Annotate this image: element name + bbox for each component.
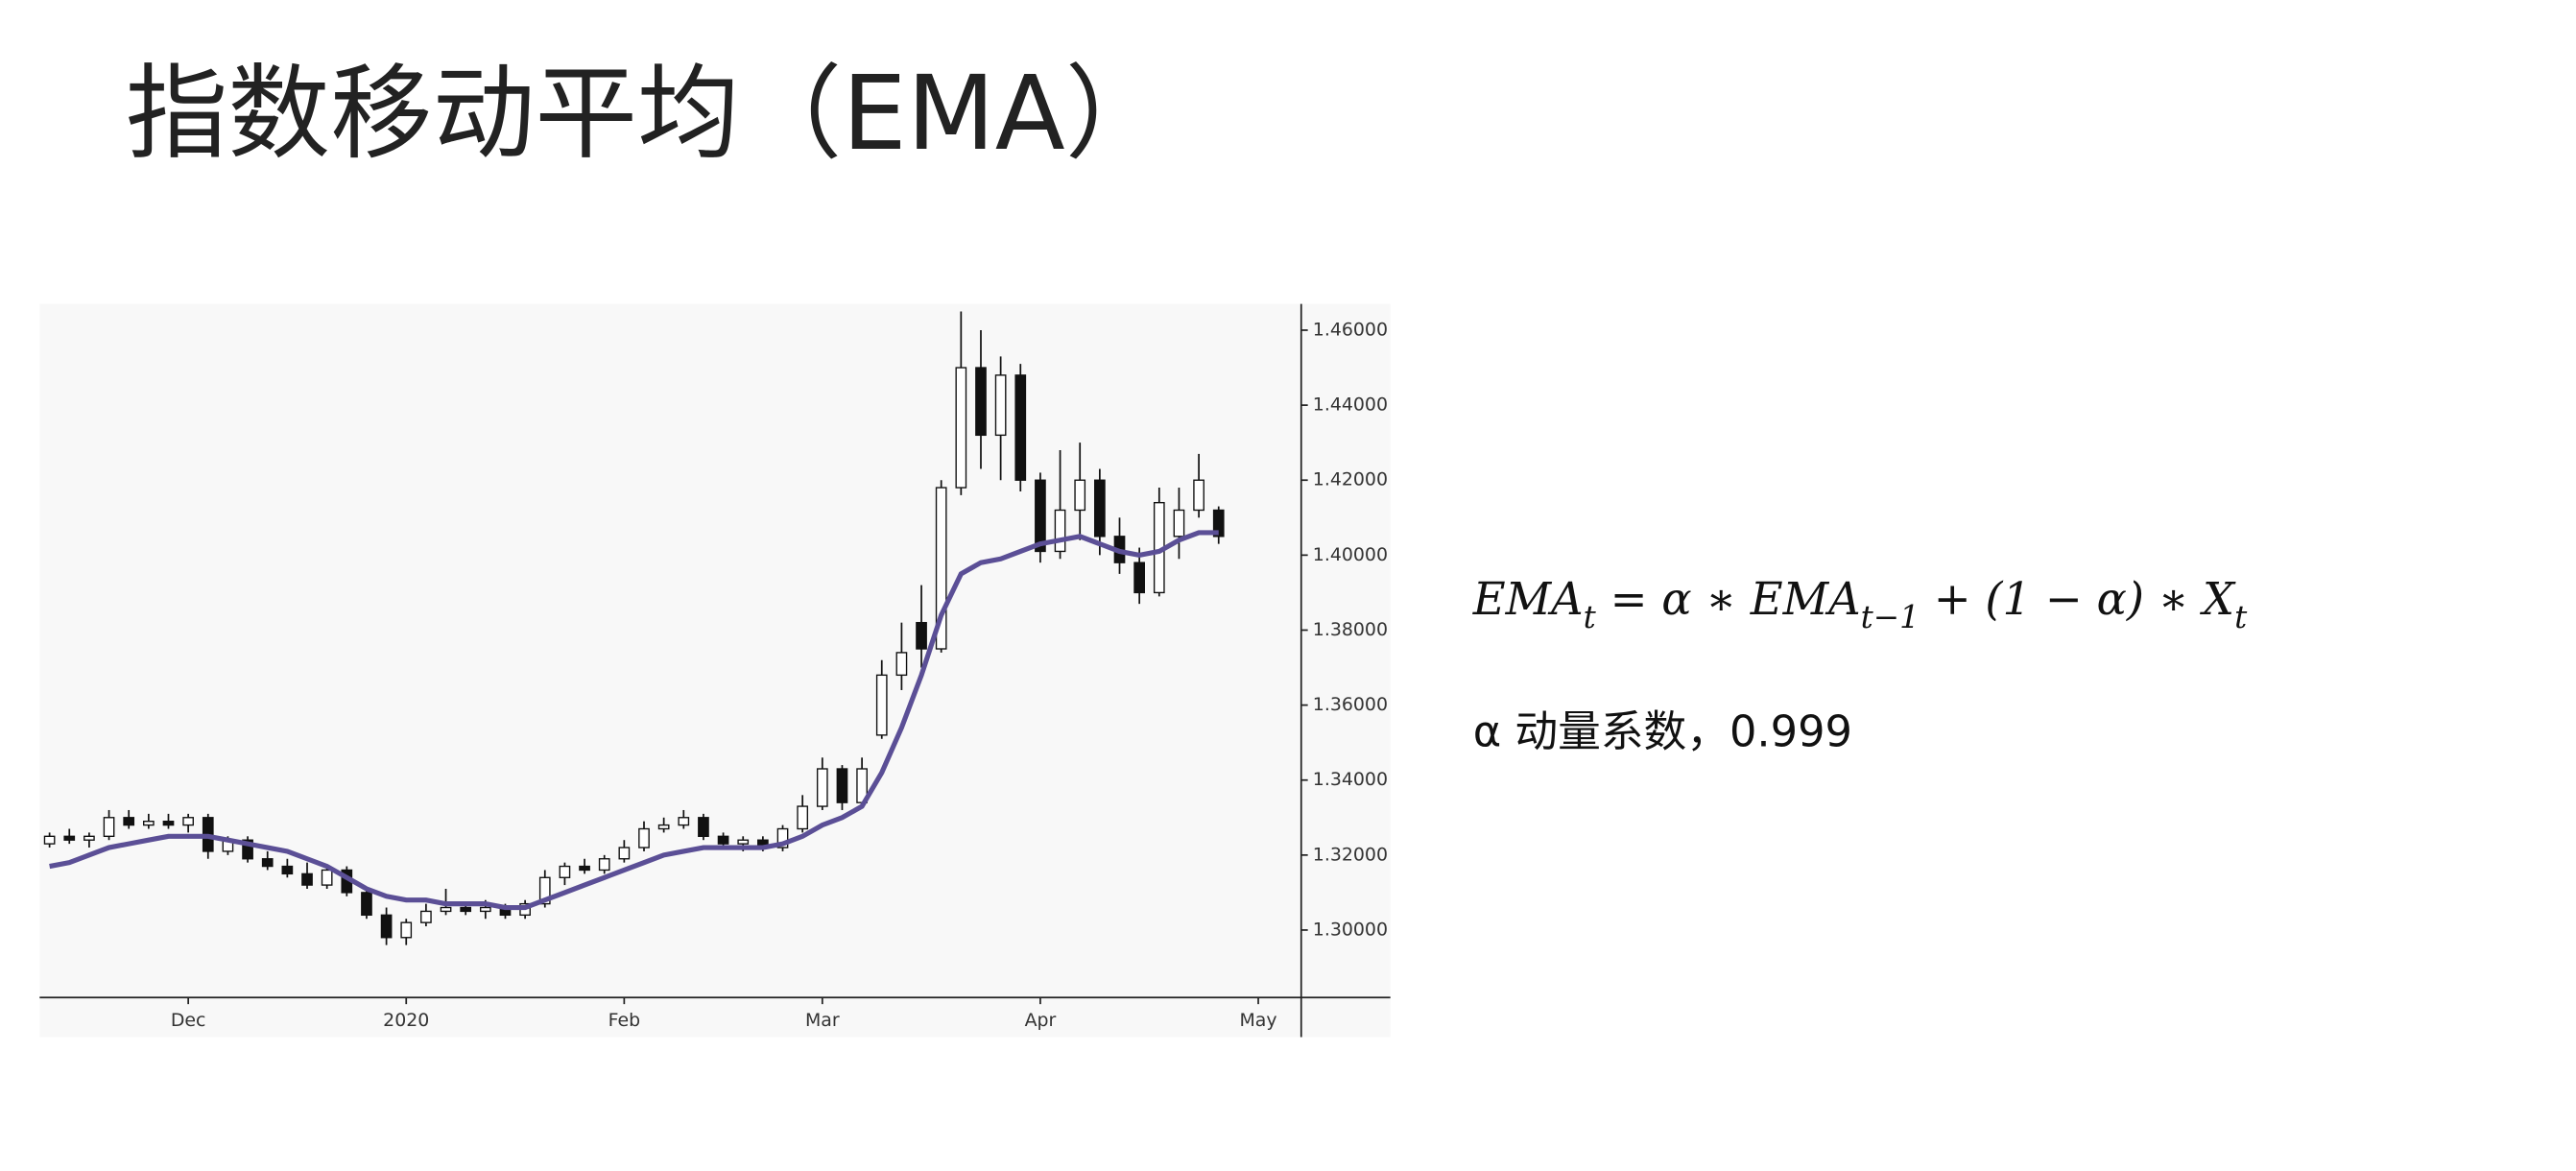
candle-body <box>1074 479 1086 512</box>
candle-body <box>103 817 115 837</box>
candle-body <box>440 906 452 913</box>
chart-background <box>39 303 1391 1038</box>
y-tick-label: 1.42000 <box>1313 469 1388 490</box>
candle-body <box>420 910 432 923</box>
formula: EMAt = α ∗ EMAt−1 + (1 − α) ∗ Xt <box>1472 573 2248 635</box>
candle-body <box>875 674 888 736</box>
formula-part: + (1 − α) ∗ X <box>1920 573 2236 625</box>
y-tick-label: 1.40000 <box>1313 544 1388 565</box>
candle-body <box>400 921 413 939</box>
candle-body <box>797 805 809 830</box>
candle-body <box>717 835 729 845</box>
candle-body <box>916 621 927 650</box>
candle-body <box>142 820 155 826</box>
x-tick-label: 2020 <box>383 1010 429 1031</box>
candle-body <box>1173 509 1185 538</box>
candle-body <box>281 865 294 875</box>
y-tick-label: 1.44000 <box>1313 394 1388 416</box>
candle-body <box>1133 562 1146 594</box>
candle-body <box>538 876 551 905</box>
candle-body <box>994 374 1007 437</box>
formula-subscript: t−1 <box>1861 599 1920 635</box>
candle-body <box>63 835 76 841</box>
x-tick-label: Mar <box>805 1010 840 1031</box>
candle-body <box>1054 509 1066 553</box>
x-tick-label: Feb <box>608 1010 640 1031</box>
candle-body <box>1035 479 1046 553</box>
y-tick-label: 1.32000 <box>1313 844 1388 865</box>
x-tick-label: May <box>1239 1010 1276 1031</box>
candle-body <box>301 872 313 886</box>
candle-body <box>361 892 372 917</box>
x-tick-label: Apr <box>1025 1010 1057 1031</box>
formula-subscript: t <box>2234 599 2248 635</box>
y-tick-label: 1.46000 <box>1313 319 1388 340</box>
candle-body <box>1193 479 1205 512</box>
candle-body <box>1094 479 1106 538</box>
candle-body <box>776 827 789 848</box>
candle-body <box>618 847 631 860</box>
candle-body <box>1014 374 1027 481</box>
note: α 动量系数，0.999 <box>1473 706 1852 757</box>
candle-body <box>43 835 56 845</box>
candle-body <box>698 817 709 837</box>
candle-body <box>83 835 95 841</box>
candle-body <box>678 817 690 826</box>
candle-body <box>935 487 947 650</box>
candle-body <box>162 820 175 826</box>
y-tick-label: 1.38000 <box>1313 619 1388 640</box>
formula-subscript: t <box>1584 599 1597 635</box>
candle-body <box>816 768 828 807</box>
candle-body <box>460 906 472 913</box>
candle-body <box>657 824 670 830</box>
candle-body <box>242 839 253 860</box>
candle-body <box>598 858 610 872</box>
y-tick-label: 1.36000 <box>1313 694 1388 715</box>
candle-body <box>123 817 135 826</box>
candle-body <box>182 817 194 826</box>
candle-body <box>836 768 848 803</box>
candle-body <box>321 869 333 886</box>
candle-body <box>261 858 274 868</box>
formula-part: = α ∗ EMA <box>1596 573 1861 625</box>
ema-line <box>49 530 1219 911</box>
candle-body <box>1212 509 1225 538</box>
candle-body <box>955 367 967 489</box>
candle-body <box>975 367 987 437</box>
candle-body <box>579 865 590 872</box>
y-tick-label: 1.30000 <box>1313 919 1388 940</box>
candle-body <box>895 652 908 677</box>
formula-part: EMA <box>1472 573 1584 625</box>
candle-body <box>479 906 491 913</box>
candle-body <box>737 839 750 845</box>
x-tick-label: Dec <box>171 1010 206 1031</box>
slide-title: 指数移动平均（EMA） <box>126 55 1168 174</box>
candle-body <box>559 865 571 878</box>
candle-body <box>638 827 650 848</box>
y-tick-label: 1.34000 <box>1313 769 1388 790</box>
candle-body <box>380 914 393 939</box>
